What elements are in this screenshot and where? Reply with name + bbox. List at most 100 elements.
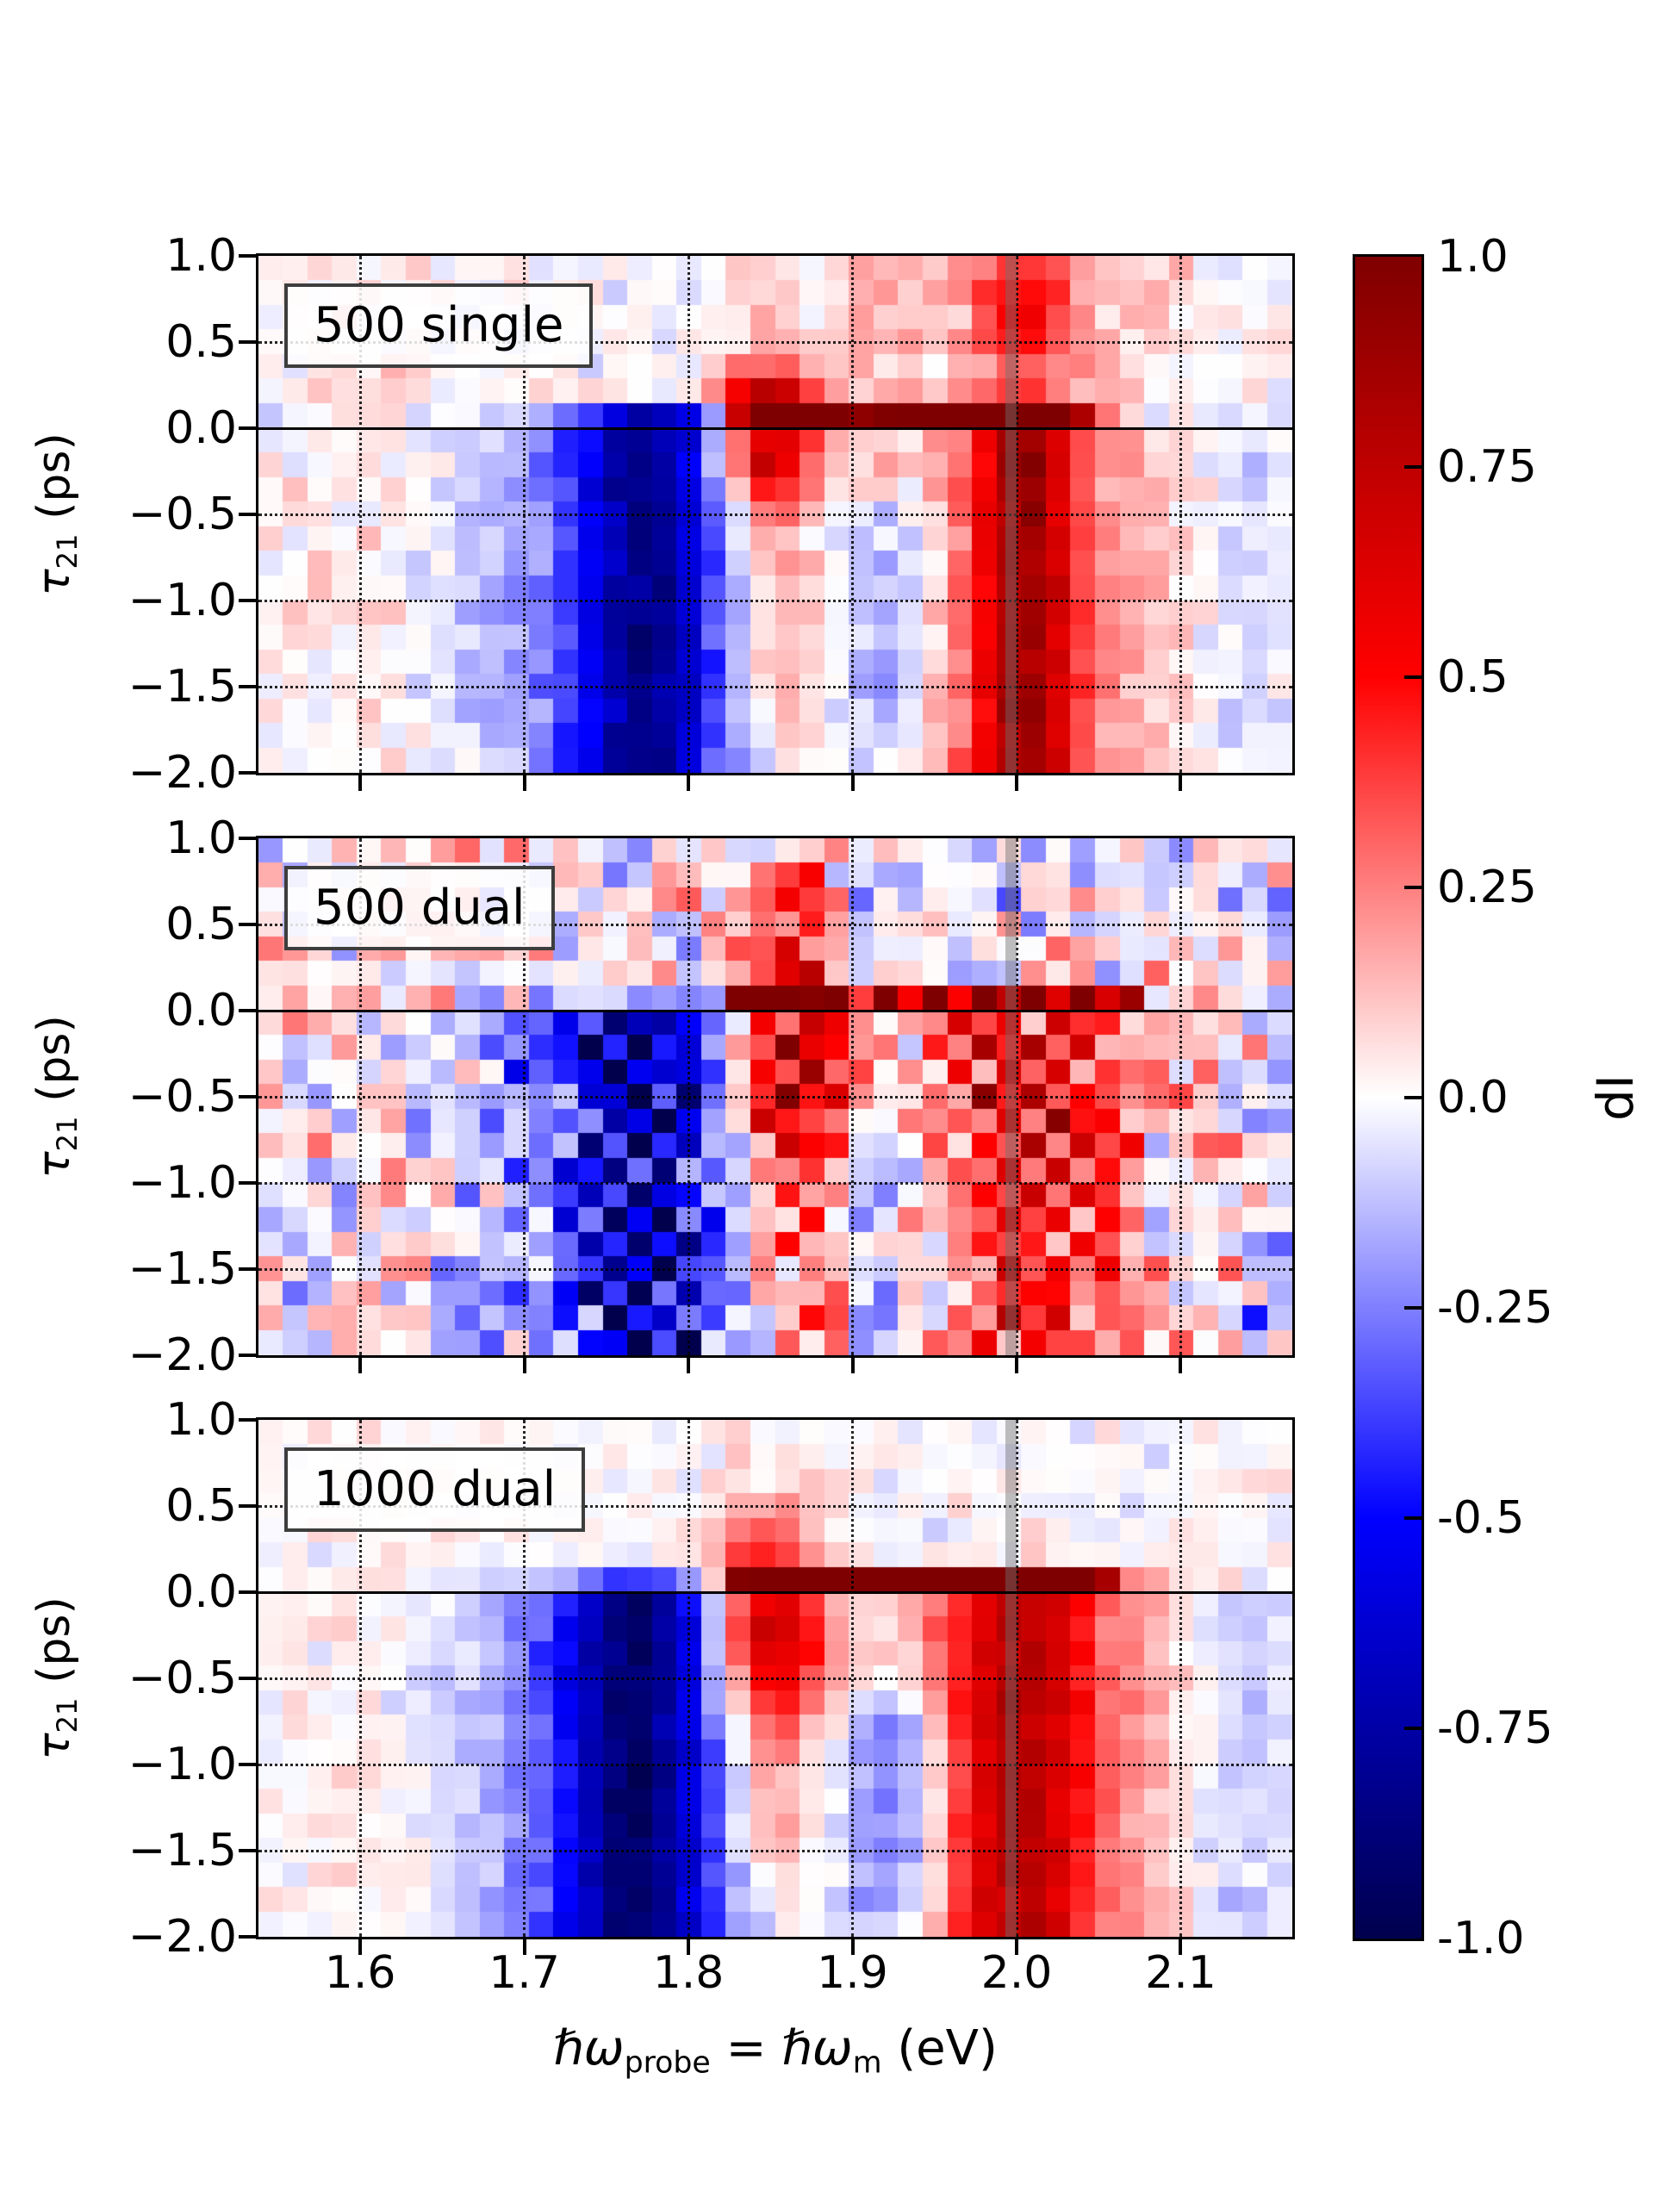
y-unit: (ps): [28, 1015, 80, 1117]
colorbar-label: dI: [1585, 1074, 1645, 1121]
x-tick-label: 2.0: [980, 1947, 1053, 1999]
tau-symbol: τ: [28, 1151, 80, 1179]
x-tick-mark: [687, 1358, 691, 1373]
colorbar-tick-label: 0.0: [1437, 1072, 1509, 1123]
panel-label-box: 1000 dual: [284, 1447, 586, 1532]
y-gridline: [258, 1677, 1292, 1680]
m-subscript: m: [852, 2045, 882, 2081]
x-tick-mark: [687, 775, 691, 791]
x-tick-mark: [850, 1358, 855, 1373]
x-tick-mark: [358, 775, 363, 791]
y-tick-mark: [239, 685, 256, 688]
y-tick-mark: [239, 1181, 256, 1185]
y-axis-label-top: τ21 (ps): [0, 256, 112, 773]
y-tick-label: 0.0: [165, 1566, 237, 1618]
heatmap-panel-1000-dual: 1000 dual 1.0 0.5 0.0 −0.5 −1.0 −1.5 −2.0: [128, 1396, 1295, 1961]
pump-energy-marker-line: [1005, 256, 1017, 773]
y-tick-label: −1.0: [128, 575, 237, 626]
y-tick-mark: [239, 1935, 256, 1939]
x-tick-mark: [687, 1939, 691, 1955]
y-tick-label: −1.5: [128, 661, 237, 713]
tau-subscript: 21: [51, 1697, 84, 1733]
y-tick-mark: [239, 771, 256, 775]
y-gridline: [258, 1849, 1292, 1852]
y-unit: (ps): [28, 433, 80, 534]
pump-energy-marker-line: [1005, 1420, 1017, 1937]
x-tick-mark: [850, 775, 855, 791]
colorbar-tick-label: -1.0: [1437, 1913, 1525, 1964]
hbar-omega-m: ℏω: [781, 2020, 853, 2076]
x-tick-mark: [522, 775, 526, 791]
y-gridline: [258, 1267, 1292, 1271]
y-tick-mark: [239, 1677, 256, 1680]
y-tick-label: −1.5: [128, 1825, 237, 1876]
y-tick-label: 0.5: [165, 316, 237, 368]
heatmap-panel-500-single: 500 single 1.0 0.5 0.0 −0.5 −1.0 −1.5 −2.0: [128, 232, 1295, 797]
x-tick-label: 2.1: [1145, 1947, 1216, 1999]
zero-delay-line: [258, 1009, 1292, 1012]
y-tick-mark: [239, 340, 256, 344]
y-tick-mark: [239, 1095, 256, 1098]
y-tick-mark: [239, 426, 256, 430]
x-tick-mark: [1015, 775, 1018, 791]
x-tick-mark: [1179, 775, 1183, 791]
zero-delay-line: [258, 426, 1292, 430]
y-gridline: [258, 1095, 1292, 1098]
panel-label-box: 500 dual: [284, 866, 555, 950]
x-tick-label: 1.8: [652, 1947, 725, 1999]
x-tick-label: 1.9: [817, 1947, 888, 1999]
y-tick-mark: [239, 1504, 256, 1508]
heatmap-panel-500-dual: 500 dual 1.0 0.5 0.0 −0.5 −1.0 −1.5 −2.0: [128, 814, 1295, 1379]
y-tick-label: −2.0: [128, 1911, 237, 1963]
y-tick-label: −0.5: [128, 1071, 237, 1123]
colorbar-tick-mark: [1404, 1306, 1422, 1310]
colorbar-tick-label: 0.75: [1437, 441, 1537, 493]
tau-subscript: 21: [51, 533, 84, 569]
colorbar-tick-mark: [1404, 1516, 1422, 1520]
y-gridline: [258, 1504, 1292, 1508]
y-tick-label: 1.0: [165, 1394, 237, 1446]
colorbar: [1353, 254, 1424, 1941]
colorbar-tick-label: -0.25: [1437, 1282, 1553, 1334]
y-tick-label: −1.0: [128, 1739, 237, 1790]
y-tick-label: 0.0: [165, 985, 237, 1036]
x-unit: (eV): [881, 2020, 998, 2076]
y-tick-mark: [239, 254, 256, 258]
y-tick-label: −2.0: [128, 747, 237, 799]
y-tick-label: −1.0: [128, 1157, 237, 1209]
tau-subscript: 21: [51, 1116, 84, 1152]
y-tick-mark: [239, 1590, 256, 1594]
colorbar-tick-mark: [1404, 1727, 1422, 1730]
x-tick-mark: [1179, 1939, 1183, 1955]
x-tick-mark: [850, 1939, 855, 1955]
y-tick-mark: [239, 513, 256, 516]
panel-label: 500 single: [314, 297, 564, 353]
y-axis-label-bottom: τ21 (ps): [0, 1420, 112, 1937]
x-tick-label: 1.6: [324, 1947, 396, 1999]
x-axis-label: ℏωprobe = ℏωm (eV): [258, 2020, 1292, 2081]
y-gridline: [258, 1763, 1292, 1766]
x-tick-label: 1.7: [488, 1947, 560, 1999]
pump-energy-marker-line: [1005, 838, 1017, 1355]
colorbar-tick-label: 1.0: [1437, 231, 1509, 283]
y-unit: (ps): [28, 1596, 80, 1698]
y-tick-label: −0.5: [128, 1652, 237, 1704]
x-tick-mark: [522, 1939, 526, 1955]
y-tick-mark: [239, 1849, 256, 1852]
colorbar-tick-label: 0.25: [1437, 862, 1537, 913]
y-tick-mark: [239, 599, 256, 602]
colorbar-tick-label: 0.5: [1437, 651, 1509, 703]
y-tick-mark: [239, 1763, 256, 1766]
panel-label: 1000 dual: [314, 1461, 557, 1517]
tau-symbol: τ: [28, 1733, 80, 1760]
colorbar-tick-mark: [1404, 675, 1422, 679]
y-tick-label: −1.5: [128, 1243, 237, 1295]
tau-symbol: τ: [28, 569, 80, 596]
x-tick-mark: [358, 1939, 363, 1955]
y-gridline: [258, 1181, 1292, 1185]
x-tick-mark: [522, 1358, 526, 1373]
x-tick-mark: [1015, 1939, 1018, 1955]
y-axis-label-middle: τ21 (ps): [0, 838, 112, 1355]
y-tick-label: 1.0: [165, 812, 237, 864]
colorbar-tick-mark: [1404, 886, 1422, 889]
